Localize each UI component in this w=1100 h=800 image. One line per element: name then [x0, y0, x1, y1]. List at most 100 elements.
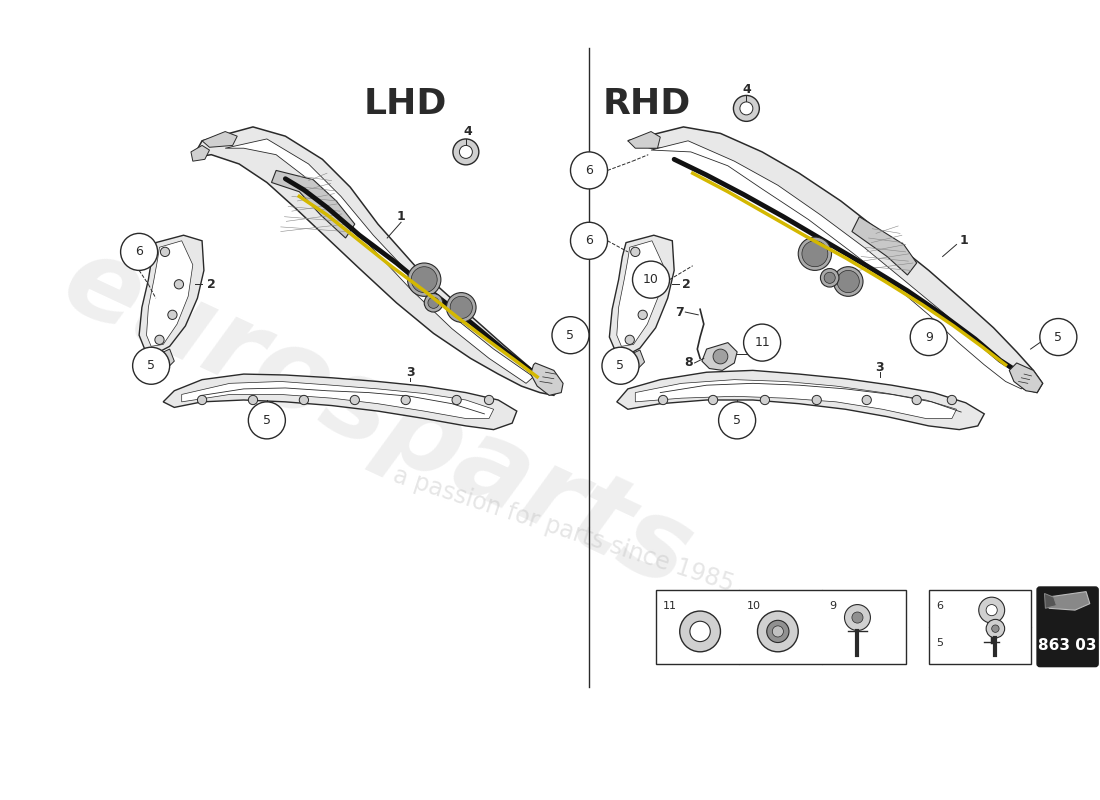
Circle shape — [812, 395, 822, 405]
Text: a passion for parts since 1985: a passion for parts since 1985 — [389, 463, 737, 596]
Text: 5: 5 — [616, 359, 625, 372]
Text: 6: 6 — [135, 246, 143, 258]
Circle shape — [772, 626, 783, 637]
Circle shape — [638, 310, 647, 319]
Text: 1: 1 — [397, 210, 406, 223]
Circle shape — [802, 241, 828, 266]
Circle shape — [450, 296, 472, 318]
Polygon shape — [617, 241, 663, 346]
Polygon shape — [191, 146, 209, 161]
Circle shape — [161, 247, 169, 257]
Text: 5: 5 — [733, 414, 741, 427]
Text: 10: 10 — [747, 602, 760, 611]
Polygon shape — [628, 127, 1043, 393]
Circle shape — [133, 347, 169, 384]
Circle shape — [249, 395, 257, 405]
Polygon shape — [163, 374, 517, 430]
Text: RHD: RHD — [603, 86, 691, 121]
Circle shape — [484, 395, 494, 405]
Polygon shape — [702, 342, 737, 370]
Circle shape — [680, 611, 720, 652]
Circle shape — [986, 619, 1004, 638]
Text: 5: 5 — [147, 359, 155, 372]
Text: 11: 11 — [663, 602, 678, 611]
Text: 11: 11 — [755, 336, 770, 349]
Circle shape — [718, 402, 756, 439]
Polygon shape — [226, 139, 534, 383]
Text: 3: 3 — [876, 361, 884, 374]
Circle shape — [834, 266, 864, 296]
Circle shape — [630, 247, 640, 257]
Text: 10: 10 — [644, 273, 659, 286]
Text: 8: 8 — [684, 357, 693, 370]
Circle shape — [1040, 318, 1077, 355]
Circle shape — [992, 625, 999, 632]
Polygon shape — [609, 235, 674, 355]
Circle shape — [912, 395, 922, 405]
Circle shape — [460, 146, 472, 158]
Circle shape — [824, 272, 835, 283]
Circle shape — [845, 605, 870, 630]
Text: 3: 3 — [406, 366, 415, 378]
Circle shape — [453, 139, 478, 165]
Circle shape — [740, 102, 752, 115]
Circle shape — [862, 395, 871, 405]
Text: 863 03: 863 03 — [1038, 638, 1097, 653]
Text: 4: 4 — [742, 83, 751, 96]
Circle shape — [821, 269, 839, 287]
Polygon shape — [617, 370, 984, 430]
Circle shape — [632, 261, 670, 298]
Circle shape — [174, 280, 184, 289]
Text: 4: 4 — [463, 125, 472, 138]
Circle shape — [767, 620, 789, 642]
Text: 2: 2 — [207, 278, 216, 290]
Circle shape — [121, 234, 157, 270]
Polygon shape — [628, 131, 660, 148]
Polygon shape — [139, 235, 204, 354]
Text: 5: 5 — [263, 414, 271, 427]
Polygon shape — [146, 241, 192, 346]
Circle shape — [447, 293, 476, 322]
Polygon shape — [636, 380, 957, 418]
Text: 5: 5 — [936, 638, 943, 649]
Text: LHD: LHD — [364, 86, 448, 121]
Polygon shape — [182, 382, 494, 418]
Circle shape — [947, 395, 957, 405]
Text: 9: 9 — [925, 330, 933, 343]
Circle shape — [760, 395, 770, 405]
Circle shape — [979, 597, 1004, 623]
Circle shape — [690, 622, 711, 642]
Circle shape — [645, 278, 653, 288]
Polygon shape — [192, 127, 561, 395]
Circle shape — [851, 612, 864, 623]
Circle shape — [713, 349, 728, 364]
Circle shape — [734, 95, 759, 122]
Circle shape — [411, 266, 437, 293]
FancyBboxPatch shape — [656, 590, 905, 664]
Circle shape — [249, 402, 285, 439]
Polygon shape — [651, 141, 1027, 389]
Polygon shape — [851, 217, 916, 275]
Polygon shape — [626, 350, 645, 370]
FancyBboxPatch shape — [1037, 587, 1098, 666]
Text: 6: 6 — [936, 602, 943, 611]
Circle shape — [350, 395, 360, 405]
Polygon shape — [272, 170, 355, 238]
Circle shape — [168, 310, 177, 319]
Circle shape — [708, 395, 717, 405]
Circle shape — [155, 335, 164, 345]
Circle shape — [986, 605, 998, 616]
Circle shape — [625, 335, 635, 345]
Polygon shape — [1045, 594, 1056, 608]
Circle shape — [659, 395, 668, 405]
Circle shape — [744, 324, 781, 361]
Text: 9: 9 — [829, 602, 837, 611]
Circle shape — [571, 152, 607, 189]
Polygon shape — [156, 349, 174, 369]
Polygon shape — [1010, 363, 1043, 393]
Circle shape — [758, 611, 799, 652]
Polygon shape — [530, 363, 563, 395]
Circle shape — [571, 222, 607, 259]
Circle shape — [910, 318, 947, 355]
Circle shape — [428, 298, 439, 308]
